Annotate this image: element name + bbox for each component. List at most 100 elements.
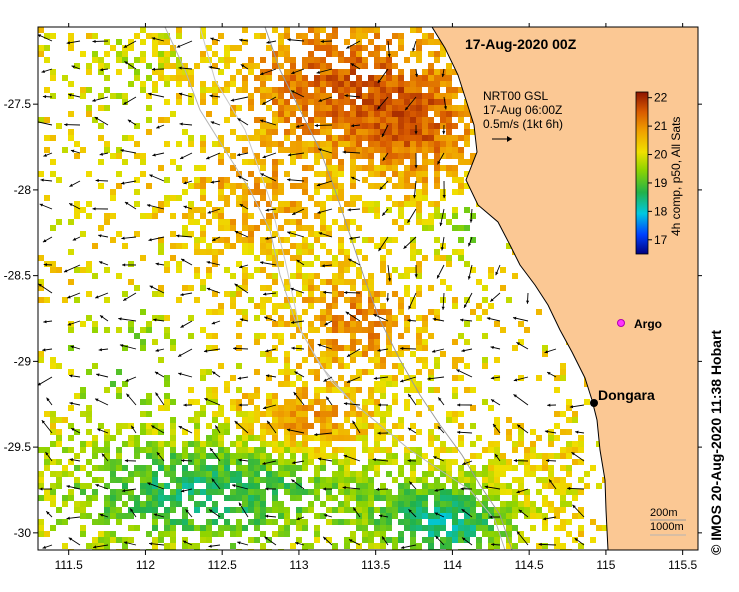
sst-cell [356, 483, 362, 489]
sst-cell [62, 543, 68, 549]
sst-cell [548, 471, 554, 477]
sst-cell [332, 429, 338, 435]
current-vector-head [155, 262, 159, 266]
sst-cell [236, 309, 242, 315]
current-vector-head [538, 542, 542, 546]
sst-cell [554, 423, 560, 429]
sst-cell [284, 405, 290, 411]
sst-cell [506, 435, 512, 441]
sst-cell [242, 309, 248, 315]
sst-cell [308, 339, 314, 345]
sst-cell [368, 477, 374, 483]
sst-cell [278, 525, 284, 531]
current-vector-head [567, 486, 571, 491]
current-vector-head [440, 247, 444, 251]
sst-cell [128, 477, 134, 483]
sst-cell [344, 459, 350, 465]
sst-cell [386, 375, 392, 381]
sst-cell [416, 87, 422, 93]
sst-cell [404, 495, 410, 501]
sst-cell [332, 81, 338, 87]
sst-cell [218, 525, 224, 531]
sst-cell [344, 225, 350, 231]
sst-cell [524, 327, 530, 333]
sst-cell [410, 75, 416, 81]
sst-cell [86, 459, 92, 465]
sst-cell [308, 453, 314, 459]
sst-cell [80, 507, 86, 513]
sst-cell [308, 123, 314, 129]
current-vector-head [95, 178, 99, 183]
sst-cell [398, 495, 404, 501]
sst-cell [248, 159, 254, 165]
current-vector-head [461, 349, 465, 353]
sst-cell [128, 279, 134, 285]
sst-cell [398, 201, 404, 207]
current-vector-head [549, 479, 553, 483]
current-vector-head [266, 40, 270, 44]
sst-cell [410, 183, 416, 189]
sst-cell [50, 459, 56, 465]
sst-cell [218, 309, 224, 315]
sst-cell [122, 45, 128, 51]
sst-cell [290, 243, 296, 249]
sst-cell [458, 333, 464, 339]
current-vector-head [377, 403, 381, 407]
sst-cell [446, 111, 452, 117]
sst-cell [404, 165, 410, 171]
sst-cell [80, 231, 86, 237]
sst-cell [188, 135, 194, 141]
sst-cell [188, 201, 194, 207]
sst-cell [230, 471, 236, 477]
sst-cell [152, 525, 158, 531]
sst-cell [266, 93, 272, 99]
sst-cell [404, 99, 410, 105]
sst-cell [272, 195, 278, 201]
sst-cell [158, 429, 164, 435]
sst-cell [188, 453, 194, 459]
sst-cell [398, 435, 404, 441]
sst-cell [242, 81, 248, 87]
sst-cell [290, 315, 296, 321]
sst-cell [140, 501, 146, 507]
sst-cell [338, 483, 344, 489]
sst-cell [254, 387, 260, 393]
sst-cell [242, 285, 248, 291]
sst-cell [158, 117, 164, 123]
current-vector-head [287, 153, 292, 157]
sst-cell [110, 489, 116, 495]
sst-cell [578, 477, 584, 483]
sst-cell [446, 69, 452, 75]
current-vector-head [346, 379, 351, 383]
sst-cell [434, 507, 440, 513]
sst-cell [332, 447, 338, 453]
sst-cell [422, 111, 428, 117]
sst-cell [200, 489, 206, 495]
sst-cell [356, 267, 362, 273]
sst-cell [434, 159, 440, 165]
sst-cell [476, 489, 482, 495]
sst-cell [404, 489, 410, 495]
sst-cell [440, 195, 446, 201]
sst-cell [206, 477, 212, 483]
sst-cell [212, 387, 218, 393]
sst-cell [242, 315, 248, 321]
sst-cell [194, 441, 200, 447]
sst-cell [284, 489, 290, 495]
sst-cell [500, 471, 506, 477]
map-title: 17-Aug-2020 00Z [465, 36, 577, 52]
current-vector-head [181, 458, 185, 463]
sst-cell [302, 75, 308, 81]
sst-cell [434, 147, 440, 153]
sst-cell [224, 459, 230, 465]
sst-cell [296, 219, 302, 225]
sst-cell [332, 189, 338, 195]
sst-cell [134, 447, 140, 453]
current-vector-head [376, 487, 380, 491]
sst-cell [404, 315, 410, 321]
sst-cell [452, 147, 458, 153]
current-vector-head [493, 423, 497, 428]
sst-cell [116, 93, 122, 99]
sst-cell [566, 441, 572, 447]
current-vector-head [92, 98, 96, 102]
